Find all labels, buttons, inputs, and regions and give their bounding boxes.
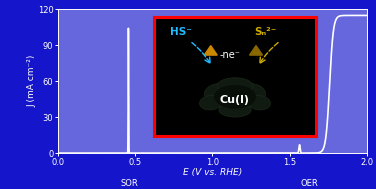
- Text: SOR: SOR: [120, 179, 138, 188]
- Ellipse shape: [200, 95, 222, 110]
- Ellipse shape: [217, 78, 253, 94]
- Text: HS⁻: HS⁻: [170, 27, 192, 37]
- Text: OER: OER: [301, 179, 318, 188]
- Y-axis label: J (mA cm⁻²): J (mA cm⁻²): [27, 55, 36, 108]
- X-axis label: E (V vs. RHE): E (V vs. RHE): [183, 168, 242, 177]
- Polygon shape: [250, 46, 262, 55]
- Text: Cu(l): Cu(l): [220, 95, 250, 105]
- Text: -ne⁻: -ne⁻: [220, 50, 241, 60]
- Ellipse shape: [237, 84, 265, 103]
- Ellipse shape: [211, 84, 259, 110]
- Ellipse shape: [205, 84, 233, 103]
- Text: Sₙ²⁻: Sₙ²⁻: [255, 27, 277, 37]
- Polygon shape: [204, 46, 217, 55]
- Ellipse shape: [214, 85, 256, 109]
- Ellipse shape: [219, 103, 251, 117]
- Ellipse shape: [248, 95, 270, 110]
